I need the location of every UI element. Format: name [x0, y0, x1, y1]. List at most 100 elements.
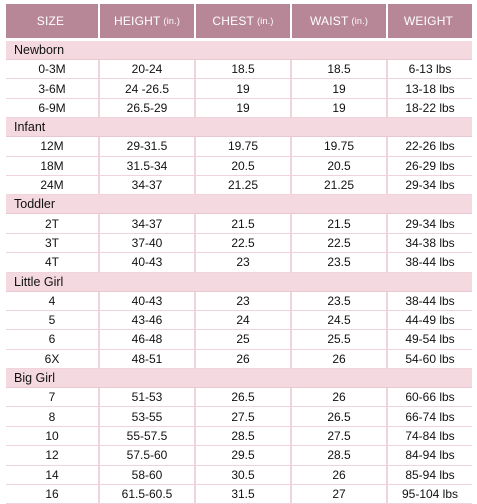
cell-waist: 27.5: [292, 426, 388, 446]
cell-size: 6X: [6, 349, 100, 369]
cell-size: 6: [6, 330, 100, 349]
table-row: 4T 40-43 23 23.5 38-44 lbs: [6, 253, 472, 273]
table-row: 7 51-53 26.5 26 60-66 lbs: [6, 388, 472, 408]
cell-chest: 22.5: [196, 233, 292, 253]
cell-waist: 19: [292, 98, 388, 118]
cell-weight: 38-44 lbs: [405, 255, 455, 270]
table-row: 5 43-46 24 24.5 44-49 lbs: [6, 310, 472, 331]
cell-waist: 23.5: [292, 291, 388, 310]
table-row: 4 40-43 23 23.5 38-44 lbs: [6, 291, 472, 311]
cell-chest: 27.5: [196, 407, 292, 426]
cell-waist: 27: [292, 485, 388, 504]
cell-height: 31.5-34: [100, 156, 196, 175]
table-row: 12M 29-31.5 19.75 19.75 22-26 lbs: [6, 137, 472, 157]
cell-chest: 31.5: [196, 485, 292, 504]
cell-chest: 21.5: [196, 214, 292, 233]
cell-chest: 28.5: [196, 426, 292, 446]
cell-height: 34-37: [100, 175, 196, 195]
cell-weight: 84-94 lbs: [405, 448, 455, 463]
cell-waist: 20.5: [292, 156, 388, 175]
cell-weight: 29-34 lbs: [405, 178, 455, 193]
cell-weight: 22-26 lbs: [405, 139, 455, 154]
cell-size: 12: [6, 446, 100, 465]
cell-size: 8: [6, 407, 100, 426]
size-chart-header: SIZE HEIGHT (in.) CHEST (in.) WAIST (in.) W…: [6, 4, 472, 38]
cell-height: 29-31.5: [100, 137, 196, 156]
group-heading: Toddler: [6, 195, 472, 215]
col-header-size: SIZE: [6, 4, 100, 38]
cell-weight: 66-74 lbs: [405, 409, 455, 424]
cell-waist: 19.75: [292, 137, 388, 156]
table-row: 10 55-57.5 28.5 27.5 74-84 lbs: [6, 426, 472, 447]
cell-chest: 23: [196, 291, 292, 310]
cell-height: 58-60: [100, 465, 196, 485]
table-row: 8 53-55 27.5 26.5 66-74 lbs: [6, 407, 472, 427]
cell-height: 40-43: [100, 291, 196, 310]
cell-chest: 19: [196, 98, 292, 118]
cell-waist: 26.5: [292, 407, 388, 426]
cell-size: 3T: [6, 233, 100, 253]
cell-chest: 23: [196, 253, 292, 272]
cell-size: 5: [6, 310, 100, 330]
group-heading: Infant: [6, 118, 472, 138]
cell-weight: 26-29 lbs: [405, 158, 455, 173]
cell-waist: 18.5: [292, 60, 388, 79]
col-header-height: HEIGHT (in.): [100, 4, 196, 38]
cell-chest: 29.5: [196, 446, 292, 465]
table-row: 6 46-48 25 25.5 49-54 lbs: [6, 330, 472, 350]
cell-height: 34-37: [100, 214, 196, 233]
cell-height: 37-40: [100, 233, 196, 253]
cell-height: 43-46: [100, 310, 196, 330]
cell-waist: 26: [292, 388, 388, 407]
table-row: 18M 31.5-34 20.5 20.5 26-29 lbs: [6, 156, 472, 176]
cell-waist: 28.5: [292, 446, 388, 465]
table-row: 14 58-60 30.5 26 85-94 lbs: [6, 465, 472, 486]
cell-waist: 19: [292, 79, 388, 98]
group-heading: Big Girl: [6, 369, 472, 389]
cell-chest: 21.25: [196, 175, 292, 195]
cell-height: 55-57.5: [100, 426, 196, 446]
cell-weight: 18-22 lbs: [405, 100, 455, 115]
cell-chest: 19.75: [196, 137, 292, 156]
cell-height: 57.5-60: [100, 446, 196, 465]
cell-waist: 22.5: [292, 233, 388, 253]
cell-height: 40-43: [100, 253, 196, 272]
cell-weight: 95-104 lbs: [401, 487, 459, 502]
cell-waist: 25.5: [292, 330, 388, 349]
cell-weight: 6-13 lbs: [408, 62, 452, 77]
table-row: 6-9M 26.5-29 19 19 18-22 lbs: [6, 98, 472, 119]
cell-size: 3-6M: [6, 79, 100, 98]
col-header-weight: WEIGHT: [388, 4, 472, 38]
table-row: 24M 34-37 21.25 21.25 29-34 lbs: [6, 175, 472, 196]
cell-waist: 26: [292, 349, 388, 369]
cell-weight: 13-18 lbs: [405, 81, 455, 96]
group-heading: Little Girl: [6, 272, 472, 292]
cell-size: 0-3M: [6, 60, 100, 79]
table-row: 3T 37-40 22.5 22.5 34-38 lbs: [6, 233, 472, 254]
table-row: 12 57.5-60 29.5 28.5 84-94 lbs: [6, 446, 472, 466]
cell-waist: 21.5: [292, 214, 388, 233]
table-row: 2T 34-37 21.5 21.5 29-34 lbs: [6, 214, 472, 234]
cell-size: 7: [6, 388, 100, 407]
cell-height: 61.5-60.5: [100, 485, 196, 504]
cell-height: 51-53: [100, 388, 196, 407]
group-heading: Newborn: [6, 41, 472, 60]
col-header-chest: CHEST (in.): [196, 4, 292, 38]
cell-size: 6-9M: [6, 98, 100, 118]
cell-waist: 26: [292, 465, 388, 485]
cell-chest: 26: [196, 349, 292, 369]
cell-chest: 26.5: [196, 388, 292, 407]
cell-size: 4T: [6, 253, 100, 272]
cell-size: 4: [6, 291, 100, 310]
cell-waist: 24.5: [292, 310, 388, 330]
size-chart: SIZE HEIGHT (in.) CHEST (in.) WAIST (in.) W…: [6, 4, 472, 504]
cell-weight: 34-38 lbs: [405, 235, 455, 250]
cell-size: 12M: [6, 137, 100, 156]
table-row: 0-3M 20-24 18.5 18.5 6-13 lbs: [6, 60, 472, 80]
cell-size: 2T: [6, 214, 100, 233]
cell-size: 10: [6, 426, 100, 446]
cell-height: 20-24: [100, 60, 196, 79]
cell-height: 53-55: [100, 407, 196, 426]
cell-size: 16: [6, 485, 100, 504]
cell-chest: 24: [196, 310, 292, 330]
